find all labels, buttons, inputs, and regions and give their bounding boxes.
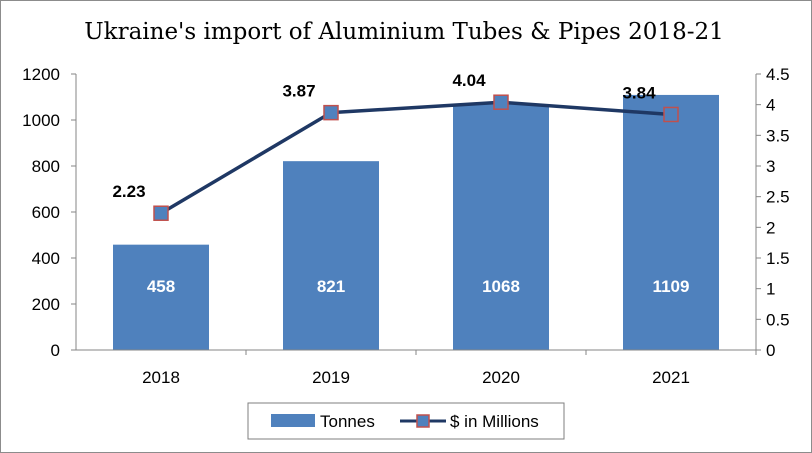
y-right-tick-label: 2.5	[766, 188, 790, 207]
x-tick-label: 2019	[312, 368, 350, 387]
y-left-tick-label: 400	[32, 249, 60, 268]
y-left-tick-label: 600	[32, 203, 60, 222]
chart-title: Ukraine's import of Aluminium Tubes & Pi…	[84, 19, 724, 45]
y-left-tick-label: 800	[32, 157, 60, 176]
line-marker-2020	[493, 94, 509, 110]
bar-value-label: 1068	[482, 277, 520, 296]
bar-2021	[623, 94, 719, 351]
y-left-tick-label: 200	[32, 295, 60, 314]
legend-swatch-tonnes	[271, 414, 315, 427]
line-value-label: 2.23	[112, 182, 145, 201]
y-right-tick-label: 1.5	[766, 249, 790, 268]
y-right-tick-label: 0	[766, 341, 775, 360]
plot-area: 0 200 400 600 800 1000 1200 0 0.5 1 1.5 2 2.5 3 3.5 4 4.…	[22, 65, 789, 387]
legend-label-millions: $ in Millions	[450, 412, 539, 431]
legend-label-tonnes: Tonnes	[320, 412, 375, 431]
x-tick-label: 2021	[652, 368, 690, 387]
bar-2018	[113, 244, 209, 350]
line-value-label: 4.04	[452, 71, 486, 90]
bar-2020	[453, 104, 549, 350]
bar-value-label: 458	[147, 277, 175, 296]
line-value-label: 3.87	[282, 82, 315, 101]
line-value-label: 3.84	[622, 83, 656, 102]
line-marker-2018	[153, 205, 169, 221]
y-left-tick-label: 0	[51, 341, 60, 360]
legend-marker-millions	[416, 414, 430, 428]
y-right-tick-label: 3	[766, 157, 775, 176]
x-tick-label: 2018	[142, 368, 180, 387]
bar-value-label: 821	[317, 277, 345, 296]
y-left-tick-label: 1200	[22, 65, 60, 84]
x-tick-label: 2020	[482, 368, 520, 387]
line-millions	[160, 100, 672, 215]
legend: Tonnes $ in Millions	[247, 402, 565, 440]
bar-value-label: 1109	[653, 277, 690, 296]
bar-2019	[283, 161, 379, 350]
y-right-tick-label: 4.5	[766, 65, 790, 84]
y-right-tick-label: 1	[766, 280, 775, 299]
line-marker-2019	[323, 104, 339, 121]
y-right-tick-label: 0.5	[766, 310, 790, 329]
y-right-tick-label: 2	[766, 218, 775, 237]
line-marker-2021	[663, 106, 679, 123]
y-left-tick-label: 1000	[22, 111, 60, 130]
y-right-tick-label: 3.5	[766, 126, 790, 145]
y-right-tick-label: 4	[766, 96, 775, 115]
